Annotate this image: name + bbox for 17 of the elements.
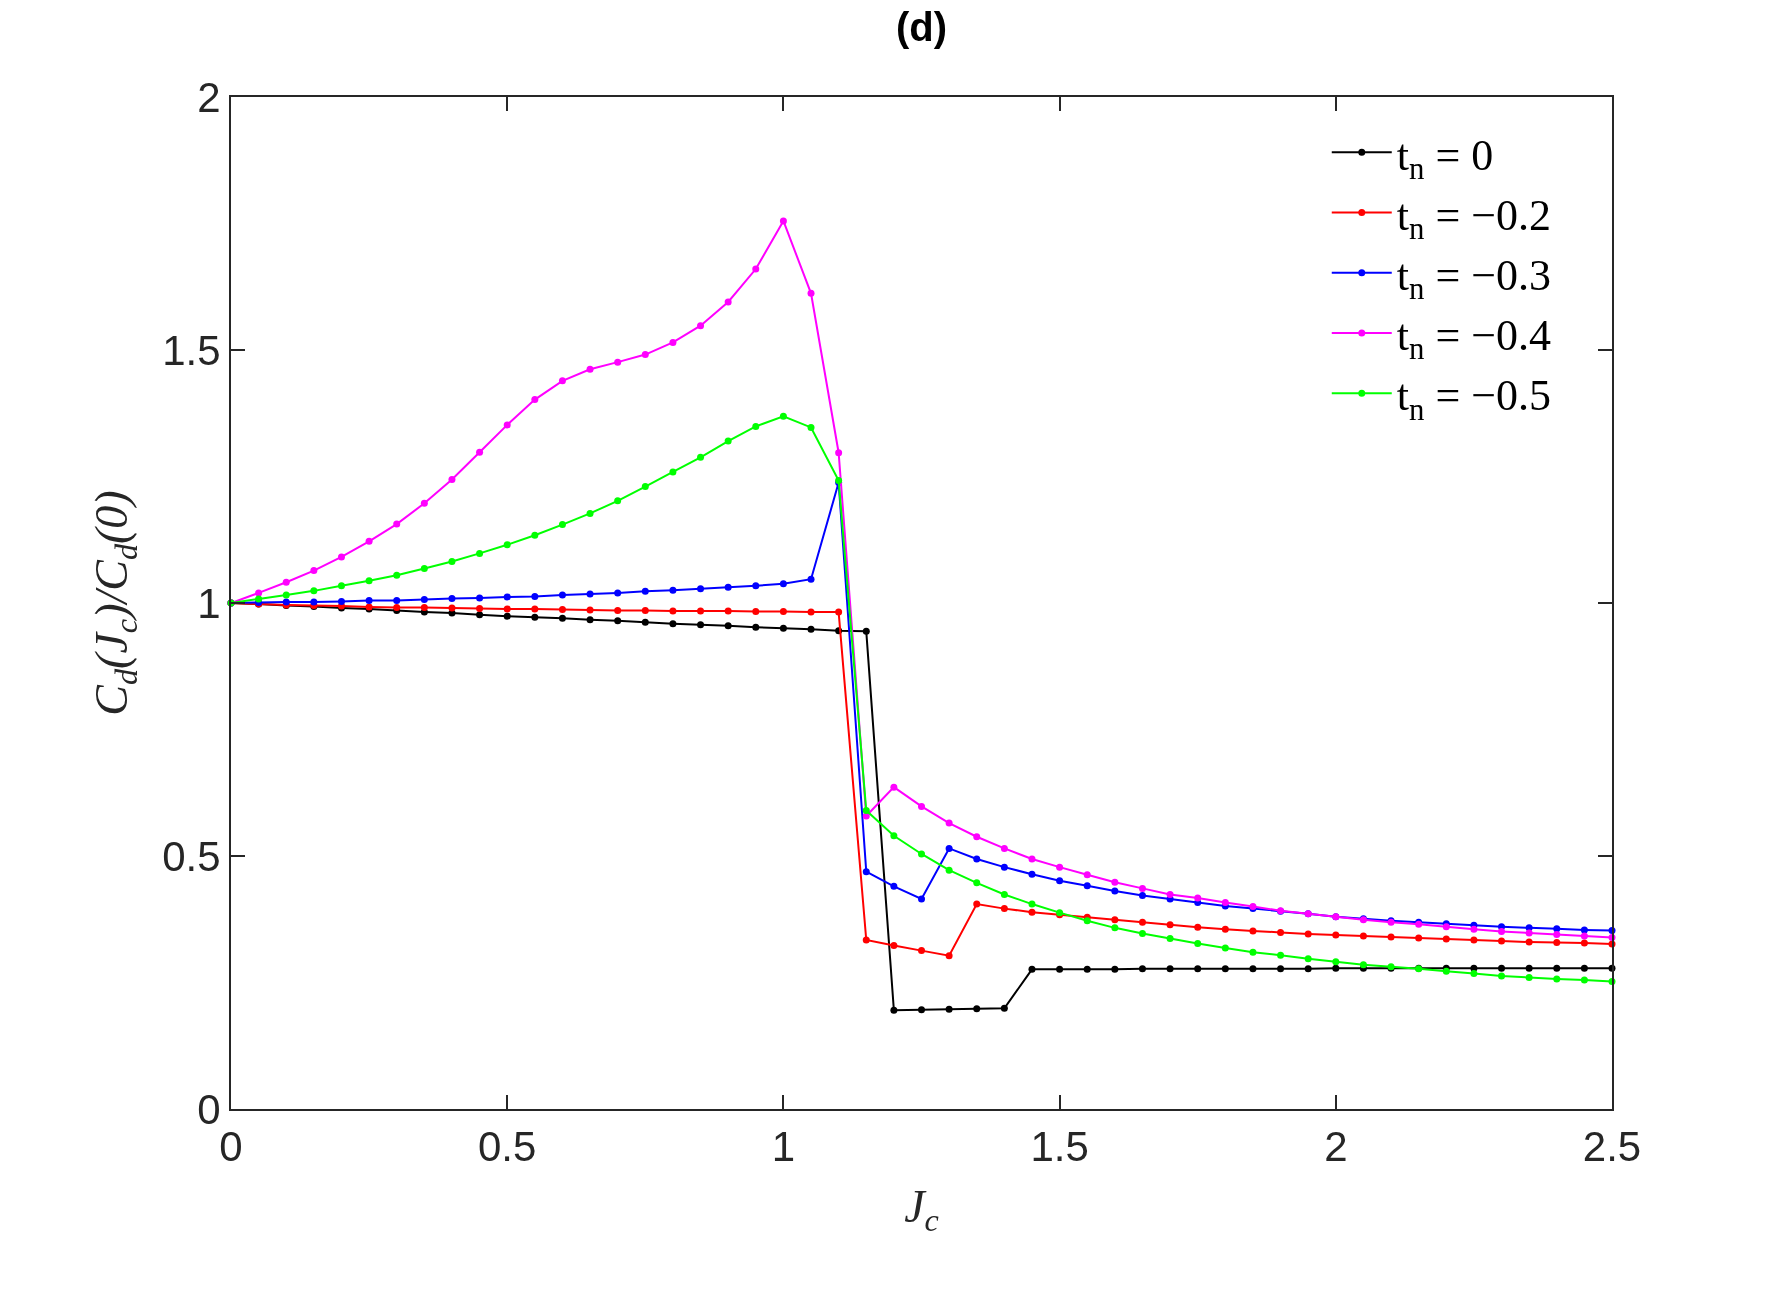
y-tick-label: 0 <box>197 1085 221 1133</box>
x-tick-label: 1.5 <box>1030 1123 1089 1171</box>
legend-label: t$_{n}$ = −0.3 <box>1396 250 1552 307</box>
legend-label: t$_{n}$ = −0.2 <box>1396 190 1552 246</box>
x-tick-label: 0.5 <box>478 1123 537 1171</box>
legend-label: t$_{n}$ = −0.4 <box>1396 311 1552 367</box>
legend-label: t$_{n}$ = 0 <box>1396 130 1494 186</box>
y-tick-label: 1.5 <box>162 326 221 374</box>
y-tick-label: 2 <box>197 73 221 121</box>
x-tick-label: 2 <box>1324 1123 1348 1171</box>
y-tick-label: 0.5 <box>162 832 221 880</box>
x-tick-label: 2.5 <box>1582 1123 1642 1171</box>
legend-label: t$_{n}$ = −0.5 <box>1396 371 1552 427</box>
chart-title: (d) <box>895 4 948 49</box>
x-tick-label: 1 <box>771 1123 796 1171</box>
x-axis-title: J$_{c}$ <box>904 1180 939 1239</box>
y-tick-label: 1 <box>197 579 221 627</box>
